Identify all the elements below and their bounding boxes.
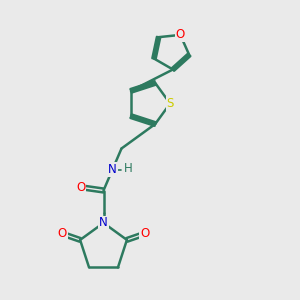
Text: O: O xyxy=(140,227,149,240)
Text: S: S xyxy=(167,97,174,110)
Text: N: N xyxy=(99,216,108,230)
Text: O: O xyxy=(176,28,185,41)
Text: H: H xyxy=(124,162,133,176)
Text: O: O xyxy=(76,181,85,194)
Text: O: O xyxy=(58,227,67,240)
Text: N: N xyxy=(108,163,117,176)
